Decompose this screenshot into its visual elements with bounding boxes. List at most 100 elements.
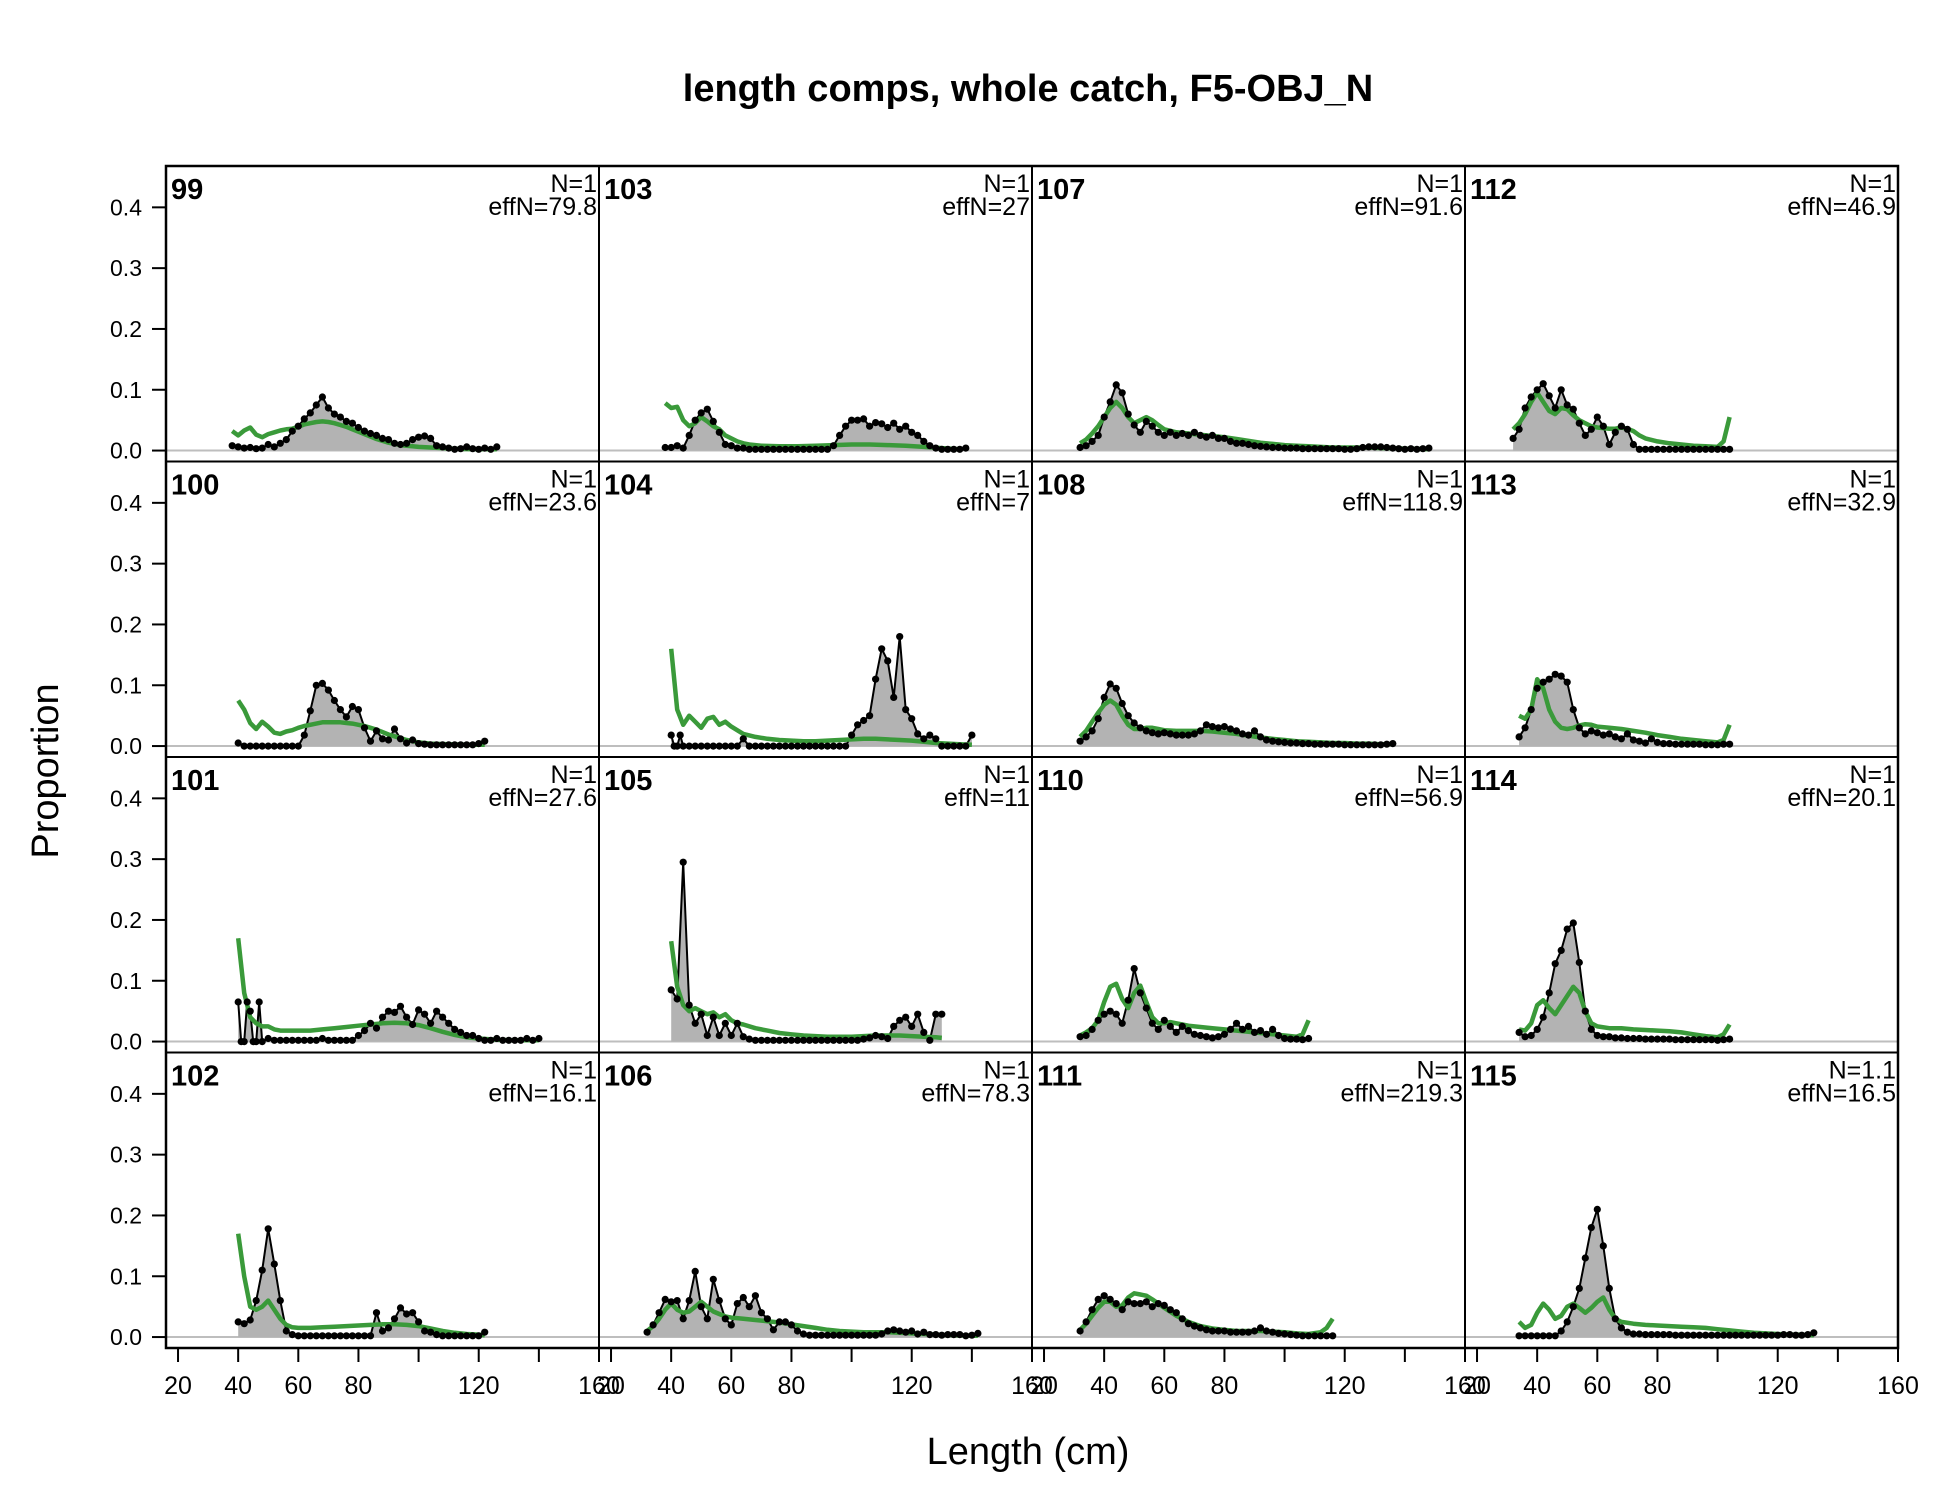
observed-point	[505, 1036, 513, 1044]
observed-point	[836, 1036, 844, 1044]
observed-point	[823, 742, 832, 750]
observed-point	[445, 741, 453, 749]
observed-point	[848, 1036, 856, 1044]
observed-point	[252, 445, 260, 453]
observed-point	[300, 415, 308, 423]
observed-point	[1695, 1331, 1704, 1339]
observed-point	[1792, 1331, 1800, 1339]
observed-area	[671, 636, 972, 747]
observed-point	[457, 741, 465, 749]
observed-point	[427, 741, 435, 749]
chart-title: length comps, whole catch, F5-OBJ_N	[683, 68, 1373, 110]
observed-point	[866, 1331, 874, 1339]
y-tick-label: 0.1	[110, 672, 142, 698]
observed-point	[890, 1022, 898, 1030]
observed-point	[757, 445, 766, 453]
panel-effn: effN=32.9	[1787, 489, 1896, 517]
observed-point	[878, 645, 886, 653]
panel-n: N=1	[1416, 170, 1463, 198]
panel-n: N=1	[983, 170, 1030, 198]
observed-point	[270, 1260, 278, 1268]
observed-point	[234, 998, 242, 1006]
observed-area	[1519, 923, 1730, 1042]
observed-point	[1347, 445, 1355, 453]
observed-point	[487, 445, 495, 453]
observed-point	[1124, 996, 1132, 1004]
observed-point	[354, 1031, 362, 1040]
observed-point	[1611, 1315, 1619, 1323]
y-tick-label: 0.1	[110, 968, 142, 994]
panel-label: 115	[1470, 1061, 1517, 1093]
observed-point	[1154, 1300, 1162, 1308]
observed-point	[1581, 1007, 1589, 1015]
observed-point	[288, 1331, 296, 1339]
panel-effn: effN=27.6	[488, 784, 597, 812]
observed-point	[324, 686, 332, 694]
x-tick-label: 80	[345, 1372, 373, 1400]
observed-point	[805, 1036, 814, 1044]
observed-point	[781, 1036, 790, 1044]
observed-point	[1557, 946, 1565, 955]
observed-point	[1365, 443, 1373, 451]
observed-point	[1124, 1298, 1132, 1306]
observed-point	[884, 1327, 892, 1335]
observed-point	[1359, 741, 1367, 749]
observed-point	[1659, 1331, 1668, 1339]
observed-point	[1581, 1254, 1589, 1262]
observed-point	[409, 736, 417, 744]
observed-point	[451, 741, 459, 749]
observed-point	[463, 443, 471, 451]
observed-point	[475, 445, 483, 453]
observed-point	[1539, 380, 1547, 388]
observed-point	[787, 1321, 796, 1329]
observed-point	[427, 1019, 435, 1027]
observed-point	[1407, 445, 1415, 453]
observed-point	[1605, 1284, 1613, 1292]
observed-point	[896, 1327, 904, 1335]
observed-point	[860, 415, 868, 423]
observed-point	[757, 1309, 766, 1317]
observed-point	[661, 443, 669, 452]
observed-point	[481, 737, 489, 745]
observed-point	[378, 1327, 387, 1335]
observed-point	[1551, 404, 1559, 412]
observed-point	[1112, 1300, 1120, 1308]
observed-point	[1659, 445, 1668, 453]
observed-point	[1521, 404, 1529, 412]
observed-point	[427, 1328, 435, 1336]
y-tick-label: 0.0	[110, 1324, 142, 1350]
observed-point	[950, 1331, 958, 1339]
observed-point	[1281, 1034, 1289, 1043]
observed-point	[842, 1036, 850, 1044]
observed-point	[1714, 741, 1722, 749]
observed-point	[1178, 1315, 1186, 1323]
observed-point	[1683, 740, 1692, 748]
observed-point	[817, 1036, 826, 1044]
observed-point	[433, 741, 441, 749]
observed-point	[1371, 741, 1379, 749]
observed-point	[1533, 386, 1541, 394]
panel-n: N=1	[1416, 1057, 1463, 1085]
observed-point	[1238, 439, 1247, 447]
observed-point	[1196, 1324, 1204, 1332]
observed-point	[1587, 727, 1595, 735]
observed-point	[962, 444, 970, 452]
panel-label: 112	[1470, 174, 1517, 206]
observed-point	[1527, 1332, 1535, 1340]
observed-point	[1238, 1025, 1247, 1033]
observed-point	[1629, 440, 1637, 449]
observed-point	[1641, 739, 1649, 747]
panel-n: N=1	[550, 1057, 597, 1085]
observed-point	[1689, 1036, 1698, 1044]
observed-point	[1599, 422, 1607, 430]
observed-point	[1563, 401, 1571, 409]
observed-point	[902, 706, 910, 714]
observed-point	[805, 742, 814, 750]
observed-point	[1738, 1331, 1746, 1339]
observed-point	[1196, 1031, 1204, 1040]
observed-point	[1190, 1030, 1198, 1038]
observed-point	[823, 445, 832, 453]
